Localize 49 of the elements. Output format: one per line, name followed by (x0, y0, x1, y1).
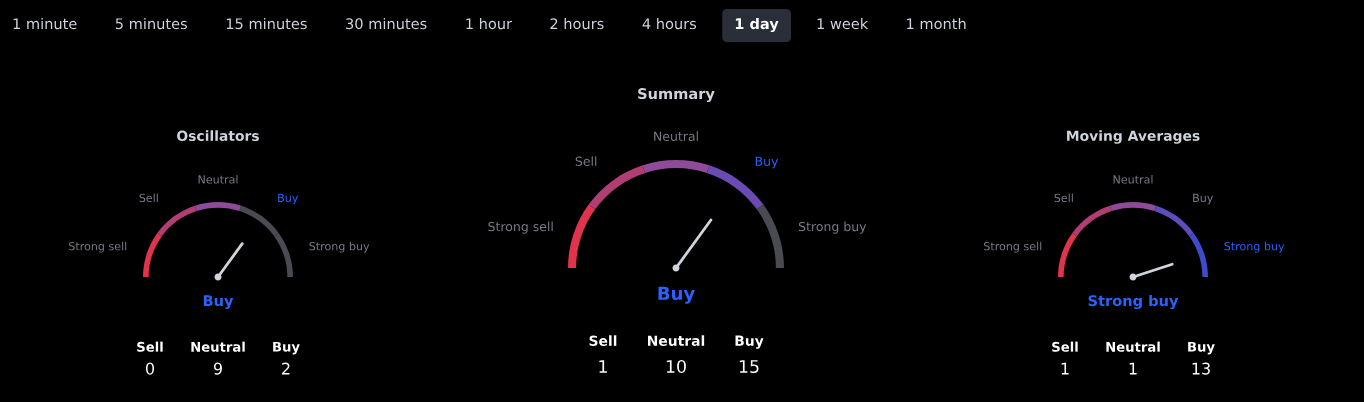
slice-label: Strong buy (798, 221, 867, 234)
text: Buy (658, 286, 695, 304)
slice-label: Neutral (1113, 175, 1153, 184)
category-label: Neutral (1106, 341, 1160, 352)
slice-label: Strong buy (1224, 241, 1285, 253)
category-label: 30 minutes (346, 17, 427, 30)
category-label: Buy (273, 341, 300, 355)
category-label: 5 minutes (115, 17, 187, 30)
data-label: 2 (282, 362, 290, 375)
chart-title: Moving Averages (1067, 130, 1200, 144)
data-label: 13 (1192, 362, 1210, 375)
category-label: Sell (589, 335, 617, 347)
slice-label: Sell (139, 193, 158, 203)
slice-label: Sell (1054, 193, 1073, 203)
data-label: 15 (739, 360, 759, 374)
slice-label: Sell (575, 156, 597, 166)
data-label: 1 (1061, 362, 1069, 375)
data-label: 10 (666, 359, 686, 374)
chart-title: Oscillators (177, 130, 259, 142)
slice-label: Buy (1193, 193, 1214, 205)
category-label: 2 hours (550, 17, 604, 30)
text: Buy (203, 295, 234, 310)
category-label: 15 minutes (226, 17, 307, 30)
slice-label: Strong sell (69, 241, 127, 253)
category-label: Neutral (648, 335, 705, 347)
category-label: 1 minute (13, 17, 77, 30)
data-label: 1 (1129, 362, 1137, 375)
category-label: 1 week (817, 17, 869, 30)
slice-label: Neutral (654, 131, 698, 141)
slice-label: Strong sell (984, 241, 1042, 253)
category-label: 1 day (735, 17, 779, 33)
category-label: Sell (1052, 341, 1078, 352)
category-label: Buy (1188, 341, 1215, 355)
slice-label: Buy (278, 193, 299, 205)
data-label: 0 (145, 362, 155, 375)
chart-title: Summary (638, 88, 715, 103)
slice-label: Strong buy (309, 241, 370, 253)
category-label: 1 month (907, 17, 966, 30)
category-label: 1 hour (466, 17, 513, 30)
category-label: Buy (735, 335, 764, 349)
slice-label: Buy (755, 156, 779, 169)
text: Strong buy (1088, 294, 1179, 310)
slice-label: Neutral (198, 175, 238, 184)
data-label: 1 (599, 360, 607, 373)
category-label: Neutral (191, 341, 245, 352)
category-label: 4 hours (642, 17, 697, 30)
slice-label: Strong sell (488, 221, 553, 234)
data-label: 9 (213, 362, 222, 375)
category-label: Sell (137, 341, 163, 352)
